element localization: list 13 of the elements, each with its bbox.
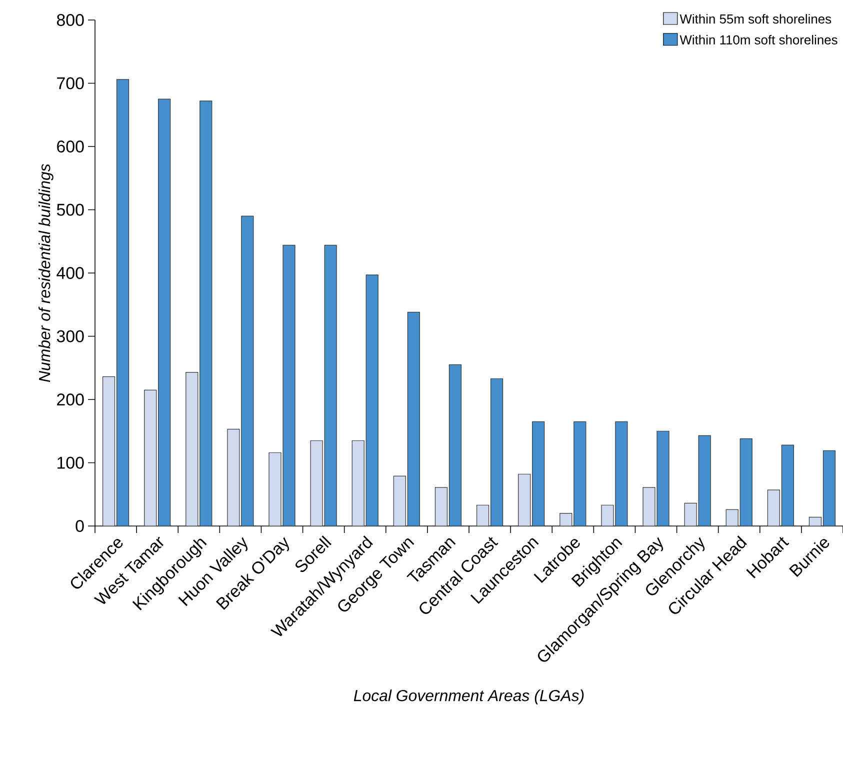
legend-label: Within 110m soft shorelines (680, 34, 838, 44)
x-axis-title: Local Government Areas (LGAs) (354, 690, 584, 704)
y-tick-label: 800 (56, 14, 84, 26)
y-tick-label: 600 (57, 140, 84, 153)
y-tick-label: 400 (56, 267, 84, 280)
y-tick-label: 0 (76, 520, 84, 532)
y-tick-label: 700 (57, 77, 84, 90)
y-tick-label: 500 (56, 204, 84, 216)
y-tick-label: 200 (57, 394, 84, 406)
y-tick-label: 100 (58, 456, 84, 469)
y-tick-label: 300 (56, 330, 84, 342)
y-axis-title: Number of residential buildings (38, 164, 54, 382)
legend-label: Within 55m soft shorelines (680, 14, 832, 24)
